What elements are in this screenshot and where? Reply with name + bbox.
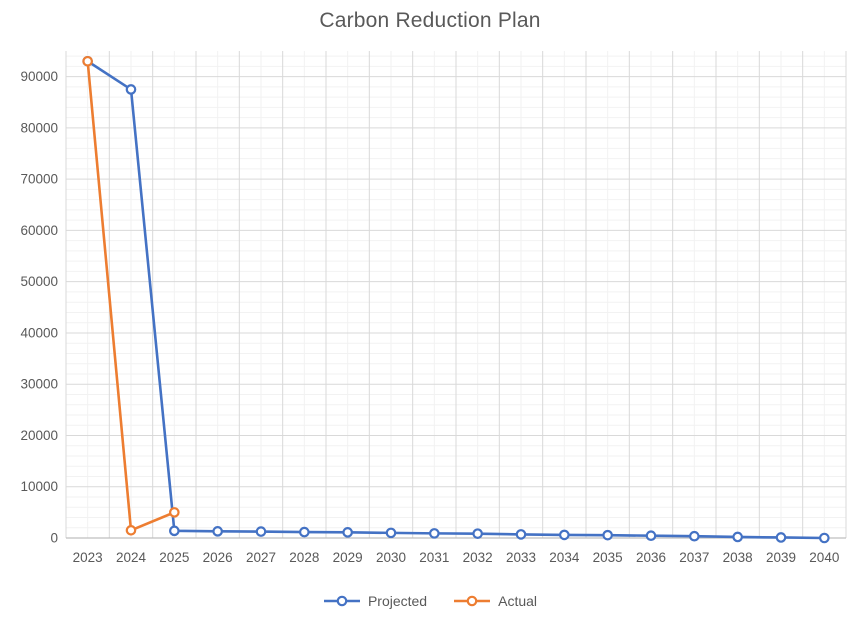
svg-text:0: 0 (50, 531, 58, 546)
svg-text:2029: 2029 (333, 550, 363, 565)
legend-item-projected: Projected (323, 593, 427, 609)
svg-text:2038: 2038 (723, 550, 753, 565)
svg-text:80000: 80000 (20, 120, 58, 135)
svg-text:2036: 2036 (636, 550, 666, 565)
chart-title: Carbon Reduction Plan (319, 9, 541, 32)
legend-item-actual: Actual (453, 593, 537, 609)
legend-marker-projected-icon (323, 595, 360, 607)
svg-text:90000: 90000 (20, 69, 58, 84)
svg-text:2032: 2032 (463, 550, 493, 565)
legend-label-actual: Actual (498, 593, 538, 609)
svg-text:2031: 2031 (419, 550, 449, 565)
svg-text:2026: 2026 (203, 550, 233, 565)
svg-text:2039: 2039 (766, 550, 796, 565)
svg-text:2027: 2027 (246, 550, 276, 565)
svg-text:2040: 2040 (809, 550, 839, 565)
svg-text:20000: 20000 (20, 428, 58, 443)
svg-text:30000: 30000 (20, 377, 58, 392)
svg-text:2035: 2035 (593, 550, 623, 565)
legend-label-projected: Projected (367, 593, 428, 609)
svg-text:2028: 2028 (289, 550, 319, 565)
svg-text:10000: 10000 (20, 479, 58, 494)
svg-text:50000: 50000 (20, 274, 58, 289)
svg-text:40000: 40000 (20, 325, 58, 340)
svg-text:70000: 70000 (20, 172, 58, 187)
svg-text:2030: 2030 (376, 550, 406, 565)
svg-text:2024: 2024 (116, 550, 147, 565)
svg-text:2034: 2034 (549, 550, 580, 565)
legend-marker-actual-icon (454, 595, 491, 607)
svg-text:2037: 2037 (679, 550, 709, 565)
svg-text:2023: 2023 (73, 550, 103, 565)
svg-text:2025: 2025 (159, 550, 189, 565)
svg-text:60000: 60000 (20, 223, 58, 238)
chart-legend: Projected Actual (0, 593, 860, 609)
svg-text:2033: 2033 (506, 550, 536, 565)
